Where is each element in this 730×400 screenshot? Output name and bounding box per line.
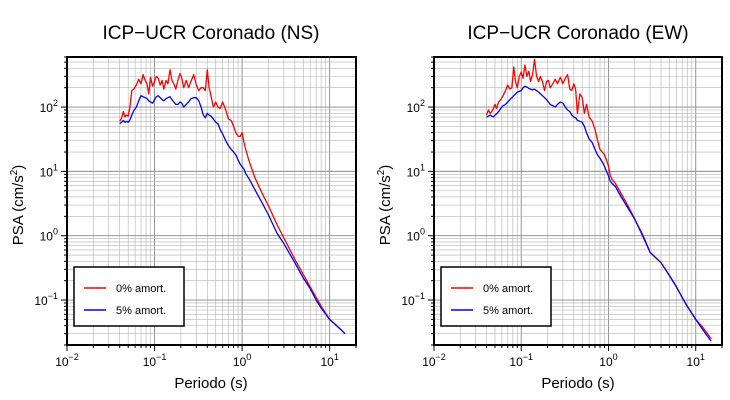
x-tick-label: 10−2: [55, 352, 79, 369]
legend-label-5pct: 5% amort.: [116, 305, 166, 317]
x-axis-label: Periodo (s): [541, 375, 614, 392]
y-axis-label: PSA (cm/s2): [376, 165, 394, 246]
y-tick-label: 100: [40, 227, 58, 244]
data-lines: [485, 58, 712, 342]
y-tick-label: 101: [407, 162, 425, 179]
series-line-5pct: [119, 95, 346, 335]
legend: 0% amort. 5% amort.: [440, 266, 552, 327]
x-tick-label: 101: [320, 352, 338, 369]
x-tick-label: 10−1: [509, 352, 533, 369]
x-axis-label: Periodo (s): [174, 375, 247, 392]
x-tick-label: 100: [233, 352, 251, 369]
chart-panel-ew: ICP−UCR Coronado (EW) Periodo (s) PSA (c…: [376, 23, 723, 392]
chart-panel-ns: ICP−UCR Coronado (NS) Periodo (s) PSA (c…: [9, 23, 357, 392]
y-tick-label: 102: [407, 98, 425, 115]
plot-frame: [66, 56, 357, 346]
chart-title: ICP−UCR Coronado (EW): [467, 23, 688, 44]
legend-label-0pct: 0% amort.: [116, 283, 166, 295]
y-tick-label: 10−1: [34, 291, 58, 308]
legend-box: [73, 266, 185, 327]
y-tick-label: 102: [40, 98, 58, 115]
data-lines: [119, 69, 346, 335]
series-line-0pct: [485, 58, 712, 340]
x-tick-label: 100: [599, 352, 617, 369]
y-tick-label: 100: [407, 227, 425, 244]
series-line-0pct: [119, 69, 346, 335]
x-tick-label: 10−1: [143, 352, 167, 369]
plot-frame: [433, 56, 723, 346]
x-tick-label: 10−2: [422, 352, 446, 369]
axis-ticks: 10−2 10−1 100 101 102 101 100 10−1: [34, 56, 357, 369]
chart-title: ICP−UCR Coronado (NS): [103, 23, 320, 44]
x-tick-label: 101: [687, 352, 705, 369]
legend-label-0pct: 0% amort.: [483, 283, 533, 295]
series-line-5pct: [486, 85, 712, 342]
y-tick-label: 101: [40, 162, 58, 179]
legend: 0% amort. 5% amort.: [73, 266, 185, 327]
y-axis-label: PSA (cm/s2): [9, 165, 27, 246]
grid: [66, 56, 357, 346]
y-tick-label: 10−1: [401, 291, 425, 308]
legend-label-5pct: 5% amort.: [483, 305, 533, 317]
legend-box: [440, 266, 552, 327]
